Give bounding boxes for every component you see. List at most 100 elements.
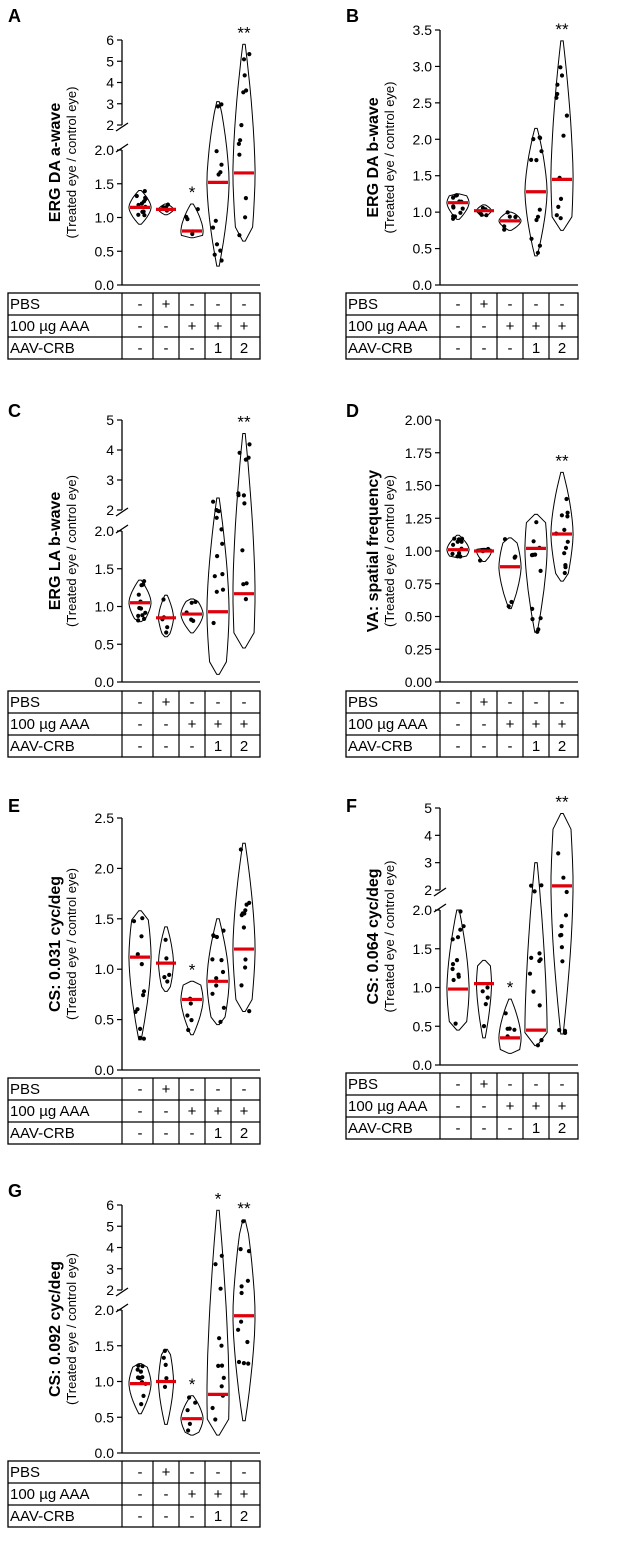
table-cell: + — [240, 318, 249, 335]
data-point — [538, 568, 543, 573]
panel-B: B ERG DA b-wave (Treated eye / control eye… — [345, 6, 579, 360]
data-point — [141, 1393, 146, 1398]
data-point — [142, 616, 147, 621]
data-point — [218, 170, 223, 175]
data-point — [242, 501, 247, 506]
data-point — [507, 214, 512, 219]
table-cell: - — [164, 1508, 169, 1525]
table-cell: - — [482, 716, 487, 733]
table-cell: + — [506, 716, 515, 733]
y-tick-label: 2.0 — [95, 523, 115, 539]
table-cell: - — [456, 738, 461, 755]
data-point — [450, 966, 455, 972]
data-point — [214, 149, 219, 154]
data-point — [485, 985, 490, 990]
data-point — [135, 1007, 140, 1012]
significance-marker: * — [189, 1375, 196, 1394]
data-point — [451, 195, 456, 200]
y-tick-label: 2.0 — [413, 131, 433, 147]
data-point — [136, 1363, 141, 1368]
data-point — [221, 928, 226, 933]
data-point — [140, 1364, 145, 1369]
data-point — [563, 563, 568, 568]
data-point — [506, 604, 511, 609]
significance-marker: * — [215, 1189, 222, 1208]
data-point — [478, 558, 483, 563]
data-point — [220, 541, 225, 546]
panel-letter: C — [8, 401, 21, 421]
data-point — [563, 913, 569, 918]
y-tick-label: 1.0 — [95, 599, 115, 615]
table-cell: + — [506, 318, 515, 335]
panel-E: E CS: 0.031 cyc/deg (Treated eye / control… — [7, 796, 261, 1145]
table-cell: - — [138, 716, 143, 733]
data-point — [185, 1408, 190, 1413]
data-point — [529, 236, 534, 241]
table-cell: + — [214, 1486, 223, 1503]
table-row-label: 100 µg AAA — [348, 716, 428, 733]
y-tick-label: 1.5 — [413, 941, 433, 957]
data-point — [219, 258, 224, 263]
data-point — [502, 224, 507, 229]
data-point — [565, 510, 570, 515]
axis-break-mark — [433, 887, 447, 897]
table-cell: - — [138, 1486, 143, 1503]
y-tick-label: 0.5 — [95, 1409, 115, 1425]
data-point — [141, 989, 147, 994]
data-point — [559, 945, 564, 950]
panel-A: A ERG DA a-wave (Treated eye / control eye… — [7, 6, 261, 360]
table-row-label: 100 µg AAA — [10, 716, 90, 733]
data-point — [451, 216, 456, 221]
data-point — [210, 991, 215, 996]
data-point — [531, 989, 536, 994]
y-tick-label: 2 — [106, 117, 114, 133]
table-cell: 2 — [240, 340, 248, 357]
table-row-label: AAV-CRB — [348, 340, 413, 357]
data-point — [241, 582, 246, 587]
panel-letter: E — [8, 796, 20, 816]
data-point — [167, 972, 172, 977]
table-row-label: AAV-CRB — [10, 340, 75, 357]
table-cell: 2 — [558, 340, 566, 357]
data-point — [539, 883, 544, 888]
y-tick-label: 4 — [424, 827, 432, 843]
table-cell: - — [216, 1081, 221, 1098]
data-point — [246, 1249, 252, 1254]
table-cell: - — [456, 1098, 461, 1115]
data-point — [219, 958, 224, 963]
data-point — [245, 1339, 250, 1345]
data-point — [246, 455, 251, 460]
data-point — [558, 216, 563, 221]
data-point — [238, 138, 243, 143]
panel-letter: F — [346, 796, 357, 816]
table-cell: 2 — [240, 1508, 248, 1525]
y-tick-label: 2 — [424, 882, 432, 898]
data-point — [531, 539, 536, 544]
data-point — [221, 1005, 226, 1010]
table-row-label: AAV-CRB — [348, 738, 413, 755]
data-point — [185, 1013, 190, 1018]
condition-table — [7, 1460, 261, 1528]
condition-table — [7, 1077, 261, 1145]
data-point — [559, 924, 564, 929]
table-cell: - — [164, 738, 169, 755]
table-cell: + — [188, 716, 197, 733]
data-point — [214, 515, 219, 520]
data-point — [536, 627, 541, 632]
table-cell: - — [190, 1125, 195, 1142]
y-tick-label: 0.0 — [95, 1445, 115, 1461]
data-point — [193, 1400, 198, 1405]
data-point — [211, 933, 216, 938]
y-tick-label: 0.5 — [413, 1018, 433, 1034]
data-point — [530, 617, 535, 622]
data-point — [189, 600, 194, 605]
significance-marker: ** — [555, 792, 569, 811]
panel-G: G CS: 0.092 cyc/deg (Treated eye / control… — [7, 1181, 261, 1528]
data-point — [512, 1027, 517, 1032]
data-point — [451, 977, 456, 983]
data-point — [537, 135, 542, 140]
violin-5 — [232, 433, 256, 649]
table-cell: - — [242, 1464, 247, 1481]
data-point — [246, 1361, 251, 1366]
condition-table — [345, 1072, 579, 1140]
